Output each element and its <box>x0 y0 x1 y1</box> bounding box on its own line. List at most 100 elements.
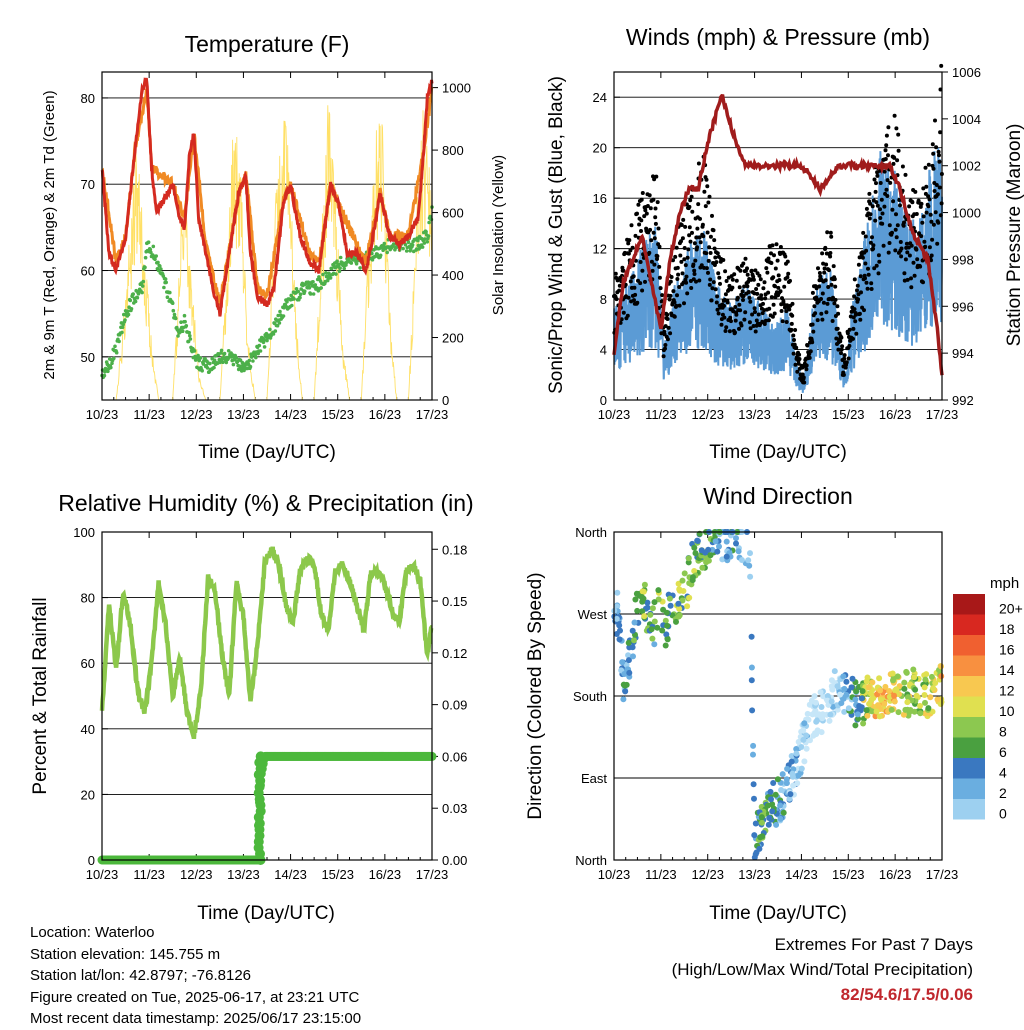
dewpoint-point <box>126 309 130 314</box>
direction-point <box>801 720 808 727</box>
direction-point <box>811 693 818 700</box>
wind-gust-point <box>918 204 923 209</box>
data-timestamp: Most recent data timestamp: 2025/06/17 2… <box>30 1010 362 1028</box>
dewpoint-point <box>186 339 191 344</box>
wind-gust-point <box>886 250 891 255</box>
wind-gust-point <box>905 277 910 282</box>
wind-gust-point <box>666 325 671 330</box>
wind-gust-point <box>864 248 869 253</box>
direction-point <box>838 700 845 707</box>
wind-gust-point <box>698 240 703 245</box>
wind-gust-point <box>931 151 936 156</box>
dewpoint-point <box>196 353 200 358</box>
direction-point <box>733 535 739 542</box>
dewpoint-point <box>205 366 210 370</box>
direction-point <box>698 547 705 554</box>
direction-point <box>843 691 850 698</box>
dewpoint-point <box>188 337 193 341</box>
direction-point <box>830 703 836 710</box>
wind-gust-point <box>737 326 741 331</box>
wind-gust-point <box>632 285 637 290</box>
direction-point <box>767 788 774 795</box>
direction-point <box>625 652 632 659</box>
wind-gust-point <box>882 204 887 209</box>
direction-xtick-label: 14/23 <box>785 867 818 882</box>
wind-gust-point <box>791 351 796 356</box>
temperature-xlabel: Time (Day/UTC) <box>198 442 336 463</box>
wind-gust-point <box>844 360 849 365</box>
wind-gust-point <box>690 230 694 235</box>
wind-gust-point <box>766 318 771 323</box>
wind-gust-point <box>875 203 880 208</box>
wind-gust-point <box>871 243 876 248</box>
wind-gust-point <box>696 161 701 166</box>
wind-gust-point <box>652 262 657 267</box>
wind-gust-point <box>773 266 778 271</box>
wind-gust-point <box>707 194 712 199</box>
direction-ylabel-left: Direction (Colored By Speed) <box>525 572 546 819</box>
direction-point <box>930 685 937 692</box>
winds-xtick-label: 12/23 <box>691 407 724 422</box>
speed-legend-label: 4 <box>999 764 1007 780</box>
dewpoint-point <box>121 322 125 327</box>
wind-gust-point <box>937 153 941 158</box>
direction-point <box>913 692 920 699</box>
wind-gust-point <box>706 200 711 205</box>
wind-gust-point <box>647 250 652 255</box>
wind-gust-point <box>863 234 868 239</box>
dewpoint-point <box>141 279 146 284</box>
dewpoint-point <box>373 254 377 259</box>
wind-gust-point <box>810 290 815 295</box>
wind-gust-point <box>647 193 652 198</box>
direction-point <box>685 555 692 562</box>
direction-point <box>666 595 673 602</box>
dewpoint-point <box>129 307 134 311</box>
direction-point <box>614 603 621 610</box>
direction-point <box>864 674 871 681</box>
dewpoint-point <box>109 365 113 370</box>
winds-xtick-label: 14/23 <box>785 407 818 422</box>
direction-point <box>751 795 757 802</box>
direction-point <box>780 809 787 816</box>
wind-gust-point <box>932 189 937 193</box>
dewpoint-point <box>162 285 166 290</box>
direction-point <box>793 746 800 752</box>
direction-point <box>686 594 693 601</box>
direction-point <box>648 626 655 633</box>
dewpoint-point <box>222 351 227 356</box>
wind-gust-point <box>724 279 729 283</box>
wind-gust-point <box>880 211 885 216</box>
direction-panel: Wind Direction Direction (Colored By Spe… <box>525 483 1023 924</box>
wind-gust-point <box>895 223 900 228</box>
dewpoint-point <box>307 286 312 290</box>
wind-gust-point <box>734 278 739 283</box>
wind-gust-point <box>727 329 732 334</box>
wind-gust-point <box>787 307 792 312</box>
direction-point <box>858 695 865 702</box>
humidity-xtick-label: 15/23 <box>321 867 354 882</box>
dewpoint-point <box>344 260 349 265</box>
wind-gust-point <box>853 312 858 317</box>
wind-gust-point <box>801 375 806 380</box>
direction-xtick-label: 13/23 <box>738 867 771 882</box>
wind-gust-point <box>881 243 886 248</box>
wind-gust-point <box>676 272 681 277</box>
direction-point <box>676 586 683 593</box>
wind-gust-point <box>890 230 894 235</box>
wind-gust-point <box>915 257 920 262</box>
direction-point <box>803 732 809 739</box>
wind-gust-point <box>817 271 822 275</box>
wind-gust-point <box>828 254 833 259</box>
wind-gust-point <box>796 361 801 366</box>
wind-gust-point <box>906 245 911 250</box>
wind-gust-point <box>652 236 657 241</box>
dewpoint-point <box>324 271 328 275</box>
wind-gust-point <box>750 312 755 317</box>
wind-gust-point <box>777 278 782 282</box>
wind-gust-point <box>829 282 834 287</box>
direction-point <box>876 675 883 682</box>
wind-gust-point <box>712 246 717 251</box>
wind-gust-point <box>644 211 649 216</box>
wind-gust-point <box>842 356 847 361</box>
wind-gust-point <box>689 286 694 290</box>
